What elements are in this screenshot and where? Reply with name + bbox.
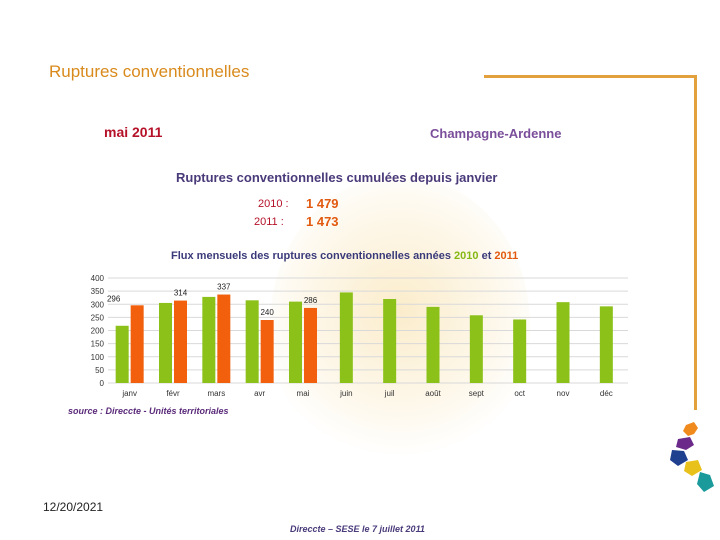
flux-title-joiner: et bbox=[478, 250, 495, 262]
cumulative-value-2011: 1 473 bbox=[306, 214, 339, 229]
data-label-2011: 286 bbox=[304, 296, 318, 305]
bar-2010 bbox=[426, 306, 440, 383]
slide-date: 12/20/2021 bbox=[43, 500, 104, 514]
flux-title-prefix: Flux mensuels des ruptures conventionnel… bbox=[171, 250, 455, 262]
slide-footer: Direccte – SESE le 7 juillet 2011 bbox=[290, 524, 425, 534]
x-tick-label: sept bbox=[469, 389, 485, 398]
data-label-2011: 314 bbox=[174, 289, 188, 298]
x-tick-label: avr bbox=[254, 389, 265, 398]
source-note: source : Direccte - Unités territoriales bbox=[68, 406, 229, 416]
bar-2010 bbox=[339, 292, 353, 383]
x-tick-label: juin bbox=[339, 389, 352, 398]
map-piece-teal bbox=[697, 472, 714, 492]
bar-2010 bbox=[159, 302, 172, 383]
bar-2010 bbox=[469, 315, 483, 383]
region-label: Champagne-Ardenne bbox=[430, 126, 562, 141]
x-tick-label: janv bbox=[121, 389, 137, 398]
flux-title-year-2010: 2010 bbox=[454, 250, 479, 262]
cumulative-value-2010: 1 479 bbox=[306, 196, 339, 211]
period-label: mai 2011 bbox=[104, 124, 163, 140]
data-label-2011: 337 bbox=[217, 283, 231, 292]
y-tick-label: 150 bbox=[91, 340, 105, 349]
y-tick-label: 400 bbox=[91, 274, 105, 283]
y-tick-label: 350 bbox=[91, 287, 105, 296]
bar-2010 bbox=[383, 299, 397, 383]
x-tick-label: oct bbox=[514, 389, 525, 398]
x-tick-label: déc bbox=[600, 389, 613, 398]
bar-2010 bbox=[556, 302, 570, 383]
x-tick-label: mars bbox=[207, 389, 225, 398]
y-tick-label: 50 bbox=[95, 366, 104, 375]
data-label-2011: 240 bbox=[260, 308, 274, 317]
cumulative-year-2011: 2011 : bbox=[254, 216, 284, 228]
slide-title: Ruptures conventionnelles bbox=[49, 62, 250, 81]
x-tick-label: mai bbox=[297, 389, 310, 398]
map-piece-orange bbox=[683, 422, 698, 436]
bar-2010 bbox=[599, 306, 613, 383]
bar-2011 bbox=[260, 320, 274, 383]
x-tick-label: août bbox=[425, 389, 441, 398]
x-tick-label: nov bbox=[557, 389, 570, 398]
monthly-flux-chart: 0 50 100 150 200 250 300 350 400 296 janv 314 févr 33… bbox=[91, 274, 628, 398]
y-tick-label: 250 bbox=[91, 313, 105, 322]
bar-2010 bbox=[513, 319, 527, 383]
bar-2011 bbox=[304, 307, 317, 383]
bar-2011 bbox=[217, 294, 231, 383]
map-piece-blue bbox=[670, 450, 688, 466]
y-tick-label: 300 bbox=[91, 300, 105, 309]
y-tick-label: 200 bbox=[91, 327, 105, 336]
region-map-logo bbox=[670, 422, 714, 492]
flux-title-year-2011: 2011 bbox=[494, 250, 519, 262]
bar-2010 bbox=[289, 301, 302, 383]
bar-2011 bbox=[174, 300, 187, 383]
y-tick-label: 0 bbox=[100, 379, 105, 388]
bar-2010 bbox=[115, 325, 129, 383]
x-tick-label: févr bbox=[166, 389, 180, 398]
cumulative-title: Ruptures conventionnelles cumulées depui… bbox=[176, 170, 498, 185]
bar-2011 bbox=[130, 305, 144, 383]
side-rule bbox=[694, 75, 697, 410]
x-tick-label: juil bbox=[384, 389, 395, 398]
flux-title: Flux mensuels des ruptures conventionnel… bbox=[171, 250, 518, 262]
map-piece-purple bbox=[676, 437, 694, 450]
bar-2010 bbox=[245, 300, 259, 383]
map-piece-yellow bbox=[684, 460, 702, 476]
top-rule bbox=[484, 75, 696, 78]
y-tick-label: 100 bbox=[91, 353, 105, 362]
data-label-2011: 296 bbox=[107, 294, 121, 303]
cumulative-year-2010: 2010 : bbox=[258, 198, 289, 210]
bar-2010 bbox=[202, 296, 216, 383]
